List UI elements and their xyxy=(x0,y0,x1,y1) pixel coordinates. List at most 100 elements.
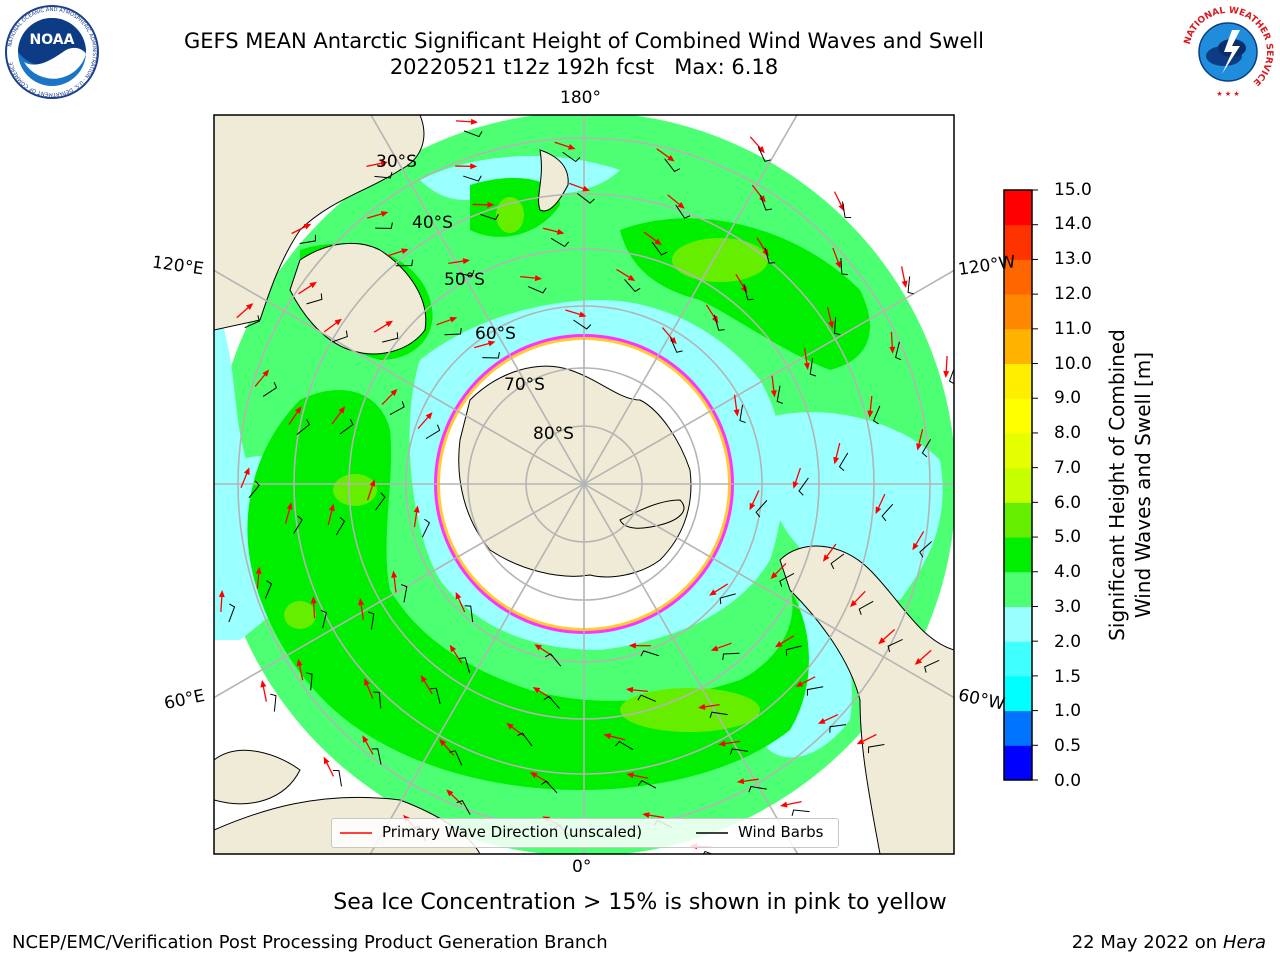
wave-direction-arrowhead xyxy=(534,644,542,651)
wave-direction-arrowhead xyxy=(850,600,858,608)
wind-barb xyxy=(702,850,714,854)
wind-barb xyxy=(675,204,691,219)
wave-direction-arrow xyxy=(312,600,316,619)
wind-barb xyxy=(373,691,382,709)
wind-barb xyxy=(456,269,475,277)
colorbar-segment xyxy=(1004,398,1032,434)
wind-barb xyxy=(528,286,547,294)
wave-direction-arrowhead xyxy=(262,369,270,377)
map-frame xyxy=(213,114,955,855)
forecast-run: 20220521 t12z 192h fcst xyxy=(389,55,655,79)
wave-direction-arrow xyxy=(876,493,886,511)
wave-direction-arrow xyxy=(917,429,924,447)
wave-direction-arrowhead xyxy=(578,311,587,318)
wind-barb xyxy=(545,653,562,667)
wave-direction-arrow xyxy=(448,260,467,265)
map-subtitle: 20220521 t12z 192h fcst Max: 6.18 xyxy=(0,54,1168,80)
wave-direction-arrowhead xyxy=(677,201,685,209)
colorbar-frame xyxy=(1003,189,1033,781)
wave-direction-arrow xyxy=(451,647,463,664)
wind-barb xyxy=(306,672,313,691)
colorbar-segment xyxy=(1004,745,1032,781)
wave-direction-arrowhead xyxy=(286,502,293,510)
colorbar-tick: 1.0 xyxy=(1054,701,1082,721)
wave-direction-arrowhead xyxy=(362,735,369,743)
footer-date-text: 22 May 2022 on xyxy=(1071,932,1218,953)
wind-barb xyxy=(881,503,894,522)
wave-direction-arrowhead xyxy=(487,340,496,347)
wave-direction-arrow xyxy=(712,583,729,595)
colorbar-tick: 0.5 xyxy=(1054,736,1082,756)
colorbar-segment xyxy=(1004,675,1032,712)
wave-direction-arrow xyxy=(474,342,492,349)
wind-barb xyxy=(482,352,500,359)
wave-direction-arrowhead xyxy=(710,645,719,652)
colorbar-tick: 1.5 xyxy=(1054,667,1082,687)
wind-barb xyxy=(456,800,471,815)
wave-direction-arrowhead xyxy=(901,280,908,288)
colorbar-tick: 14.0 xyxy=(1054,214,1092,234)
footer-date: 22 May 2022 on Hera xyxy=(1072,932,1266,953)
wind-barb xyxy=(757,146,771,162)
wind-barb xyxy=(709,711,728,719)
legend-barb-swatch xyxy=(696,832,728,834)
wind-barb xyxy=(624,279,641,293)
wave-direction-arrowhead xyxy=(669,337,677,345)
wave-direction-arrowhead xyxy=(338,406,346,414)
meridian-line xyxy=(214,269,954,699)
wind-barb xyxy=(332,770,343,787)
wind-barb xyxy=(421,518,431,538)
wind-barb xyxy=(833,317,841,336)
wave-direction-arrow xyxy=(821,713,839,723)
wave-direction-arrowhead xyxy=(446,789,454,797)
wind-barb xyxy=(395,259,414,267)
wave-direction-arrowhead xyxy=(749,502,756,511)
wave-direction-arrowhead xyxy=(856,738,865,745)
colorbar-segment xyxy=(1004,467,1032,503)
wind-barb xyxy=(764,247,776,264)
wave-direction-arrow xyxy=(365,681,374,699)
wind-barb xyxy=(248,480,260,499)
wind-barb xyxy=(516,732,533,747)
colorbar-tick: 13.0 xyxy=(1054,249,1092,269)
colorbar-segment xyxy=(1004,190,1032,226)
wave-direction-arrowhead xyxy=(736,778,745,785)
wind-barb xyxy=(430,687,441,704)
colorbar-segment xyxy=(1004,294,1032,330)
wave-direction-arrowhead xyxy=(568,144,576,150)
colorbar-tick: 7.0 xyxy=(1054,458,1082,478)
wave-direction-arrowhead xyxy=(792,481,799,489)
lat-label-70s: 70°S xyxy=(504,375,545,395)
wave-direction-arrow xyxy=(913,531,925,548)
wind-barb xyxy=(948,367,954,385)
wave-direction-arrowhead xyxy=(795,680,804,687)
lat-label-40s: 40°S xyxy=(412,213,453,233)
wave-field-5m xyxy=(496,197,524,233)
wave-direction-arrow xyxy=(565,309,583,316)
colorbar-tick: 8.0 xyxy=(1054,423,1082,443)
wind-barb xyxy=(759,194,772,211)
land-madagascar xyxy=(214,749,301,805)
wind-barb xyxy=(919,541,933,558)
wind-barb xyxy=(779,573,795,587)
wind-barb xyxy=(332,330,348,343)
wind-barb xyxy=(637,780,657,789)
wind-barb xyxy=(640,650,660,657)
colorbar-segment xyxy=(1004,363,1032,399)
colorbar-tick: 10.0 xyxy=(1054,354,1092,374)
wave-direction-arrowhead xyxy=(420,674,427,683)
wave-direction-arrowhead xyxy=(556,228,565,235)
sea-ice-note: Sea Ice Concentration > 15% is shown in … xyxy=(333,890,947,915)
wind-barb xyxy=(868,743,885,754)
wind-barb xyxy=(262,381,278,397)
wave-field-5m xyxy=(333,474,377,506)
wave-direction-arrow xyxy=(236,305,251,319)
wave-direction-arrowhead xyxy=(642,812,650,819)
wind-barb xyxy=(371,748,382,765)
wave-direction-arrowhead xyxy=(462,258,471,265)
wave-direction-arrowhead xyxy=(385,320,394,327)
wave-direction-arrowhead xyxy=(718,740,726,747)
wind-barb xyxy=(449,750,463,766)
wind-barb xyxy=(320,609,327,629)
lat-label-30s: 30°S xyxy=(376,152,417,172)
